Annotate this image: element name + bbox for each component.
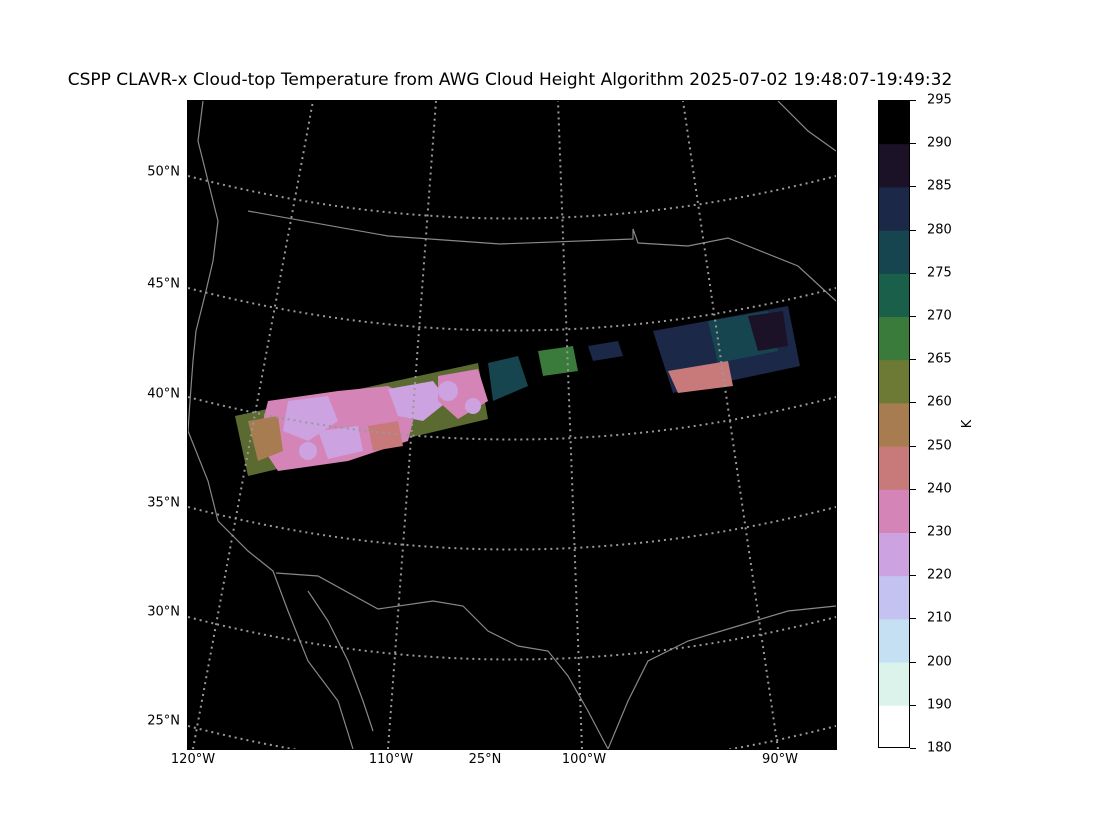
colorbar-tick-label: 265 <box>927 351 952 367</box>
colorbar-tick-label: 275 <box>927 265 952 281</box>
colorbar-swatch <box>879 446 909 491</box>
lat-label-50: 50°N <box>147 164 180 180</box>
lat-label-30: 30°N <box>147 604 180 620</box>
lon-label-110w: 110°W <box>368 752 414 767</box>
colorbar-tick-label: 200 <box>927 654 952 670</box>
colorbar-swatch <box>879 619 909 664</box>
colorbar-tick <box>910 402 916 404</box>
boundary-lines <box>188 101 836 749</box>
colorbar-swatch <box>879 273 909 318</box>
colorbar-swatch <box>879 144 909 188</box>
lon-label-100w: 100°W <box>561 752 607 767</box>
lat-label-40: 40°N <box>147 386 180 402</box>
colorbar-tick-label: 285 <box>927 178 952 194</box>
colorbar-swatch <box>879 705 909 747</box>
colorbar-tick <box>910 575 916 577</box>
colorbar-swatch <box>879 230 909 275</box>
colorbar-tick-label: 270 <box>927 308 952 324</box>
cloud-swath-west <box>235 363 488 476</box>
colorbar-tick-label: 180 <box>927 740 952 756</box>
colorbar-tick <box>910 618 916 620</box>
colorbar-tick <box>910 704 916 706</box>
colorbar-tick <box>910 229 916 231</box>
colorbar-tick-label: 210 <box>927 610 952 626</box>
colorbar-tick <box>910 661 916 663</box>
colorbar-swatch <box>879 187 909 232</box>
colorbar-tick <box>910 488 916 490</box>
colorbar-tick <box>910 100 916 101</box>
colorbar-swatch <box>879 662 909 707</box>
map-panel[interactable] <box>187 100 837 750</box>
colorbar-tick-label: 250 <box>927 438 952 454</box>
cloud-swath-middle <box>488 341 623 401</box>
map-title: CSPP CLAVR-x Cloud-top Temperature from … <box>67 70 953 90</box>
colorbar-swatch <box>879 489 909 534</box>
colorbar <box>878 100 910 748</box>
colorbar-swatch <box>879 403 909 448</box>
colorbar-swatch <box>879 360 909 404</box>
colorbar-tick-label: 220 <box>927 567 952 583</box>
colorbar-tick <box>910 748 916 749</box>
map-canvas <box>188 101 836 749</box>
colorbar-tick <box>910 532 916 533</box>
colorbar-unit-label: K <box>959 419 975 429</box>
colorbar-tick <box>910 186 916 188</box>
colorbar-tick-label: 230 <box>927 524 952 540</box>
lat-label-45: 45°N <box>147 276 180 292</box>
lat-label-35: 35°N <box>147 495 180 511</box>
colorbar-tick <box>910 143 916 145</box>
lat-label-25: 25°N <box>147 713 180 729</box>
cloud-swath-east <box>653 306 800 393</box>
colorbar-tick-label: 290 <box>927 135 952 151</box>
colorbar-swatch <box>879 101 909 145</box>
lon-label-120w: 120°W <box>170 752 216 767</box>
colorbar-tick-label: 280 <box>927 222 952 238</box>
colorbar-swatch <box>879 533 909 577</box>
colorbar-tick-label: 260 <box>927 394 952 410</box>
colorbar-tick <box>910 272 916 274</box>
colorbar-swatch <box>879 317 909 361</box>
colorbar-tick-label: 240 <box>927 481 952 497</box>
colorbar-swatches <box>879 101 909 747</box>
colorbar-tick-label: 190 <box>927 697 952 713</box>
colorbar-tick-label: 295 <box>927 92 952 108</box>
colorbar-swatch <box>879 576 909 620</box>
lon-label-25n: 25°N <box>468 752 502 767</box>
lon-label-90w: 90°W <box>762 752 798 767</box>
colorbar-tick <box>910 316 916 317</box>
colorbar-tick <box>910 445 916 447</box>
graticule <box>188 101 836 749</box>
colorbar-tick <box>910 359 916 361</box>
